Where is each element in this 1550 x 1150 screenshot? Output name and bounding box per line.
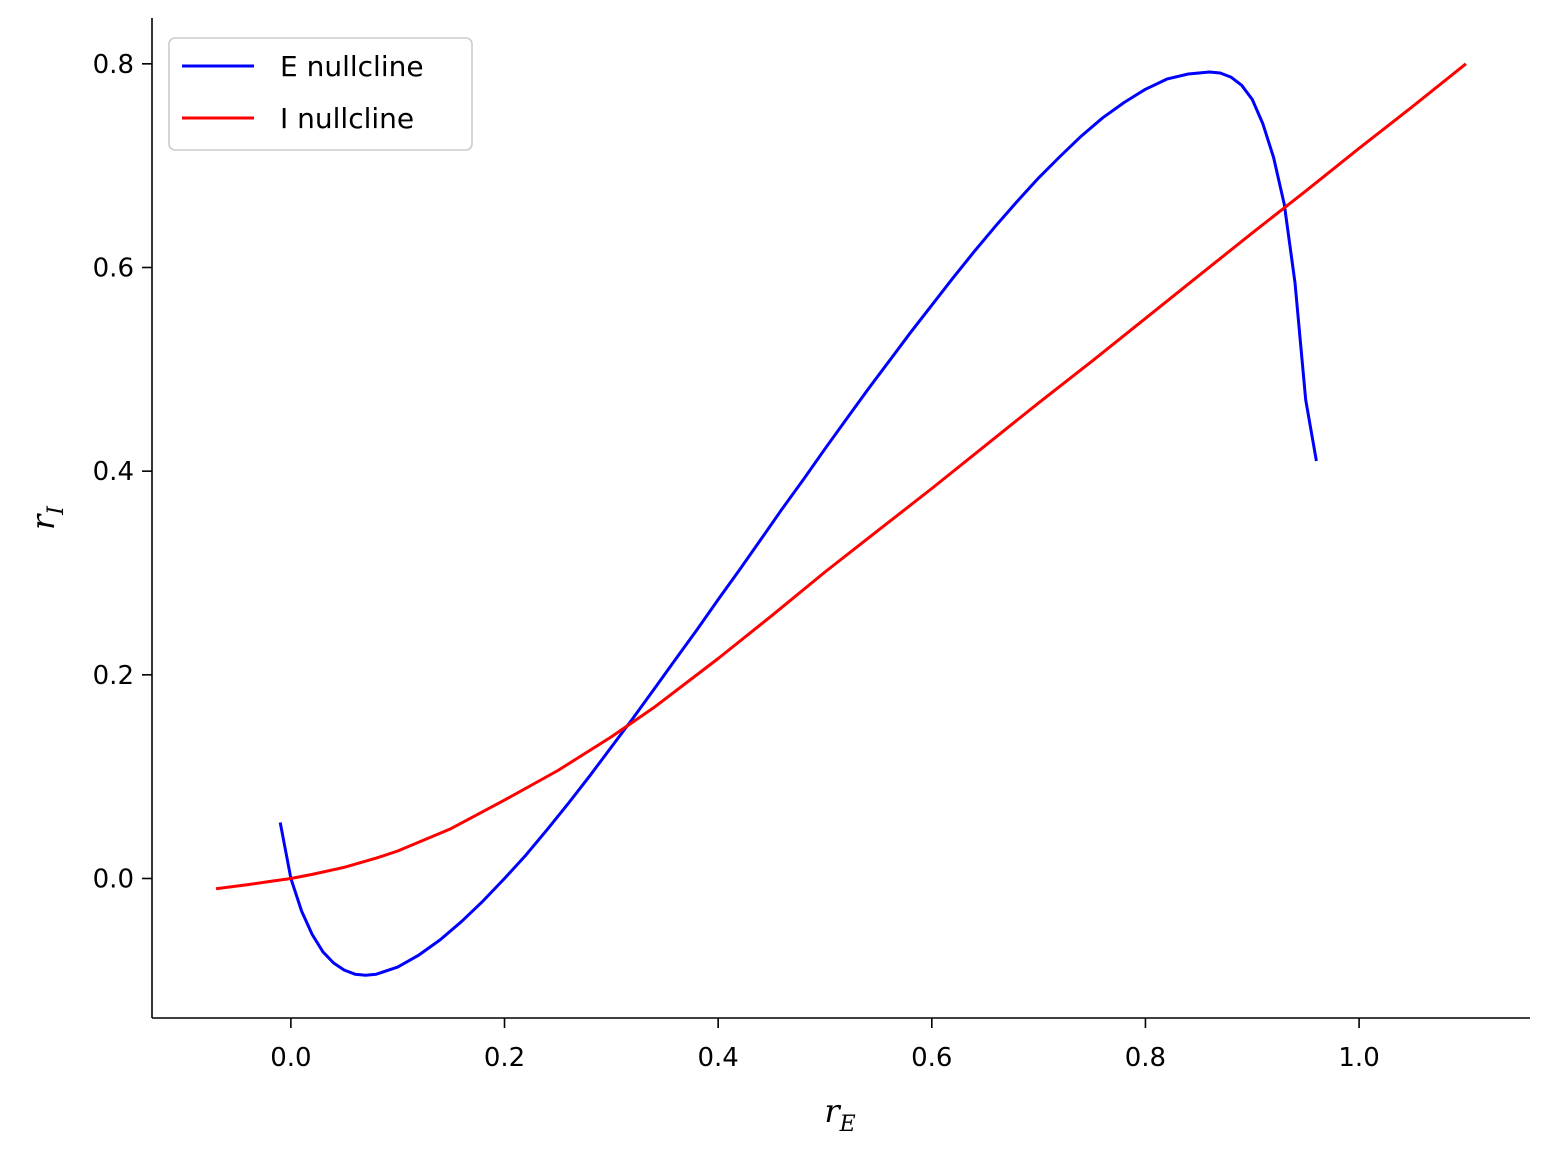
x-tick-label: 0.0 (270, 1043, 311, 1073)
y-tick-label: 0.2 (93, 661, 134, 691)
y-tick-label: 0.6 (93, 253, 134, 283)
y-ticks: 0.0 0.2 0.4 0.6 0.8 (93, 50, 152, 894)
series-layer (215, 62, 1467, 977)
x-tick-label: 0.6 (911, 1043, 952, 1073)
y-tick-label: 0.8 (93, 50, 134, 80)
y-tick-label: 0.0 (93, 864, 134, 894)
x-tick-label: 0.8 (1125, 1043, 1166, 1073)
y-axis-label-base: r (24, 513, 62, 530)
x-axis-label-base: r (824, 1092, 841, 1130)
x-tick-label: 1.0 (1338, 1043, 1379, 1073)
legend-label-e-nullcline: E nullcline (280, 50, 424, 83)
x-tick-label: 0.2 (484, 1043, 525, 1073)
series-line-e-nullcline (278, 70, 1318, 977)
legend: E nullcline I nullcline (168, 37, 473, 151)
x-axis-label: rE (824, 1092, 855, 1137)
legend-label-i-nullcline: I nullcline (280, 102, 414, 135)
y-axis-label: rI (24, 505, 69, 530)
y-axis-label-subscript: I (44, 505, 69, 516)
x-axis-label-subscript: E (839, 1112, 856, 1137)
y-tick-label: 0.4 (93, 457, 134, 487)
x-ticks: 0.0 0.2 0.4 0.6 0.8 1.0 (270, 1018, 1380, 1073)
x-tick-label: 0.4 (697, 1043, 738, 1073)
series-line-i-nullcline (215, 62, 1467, 891)
